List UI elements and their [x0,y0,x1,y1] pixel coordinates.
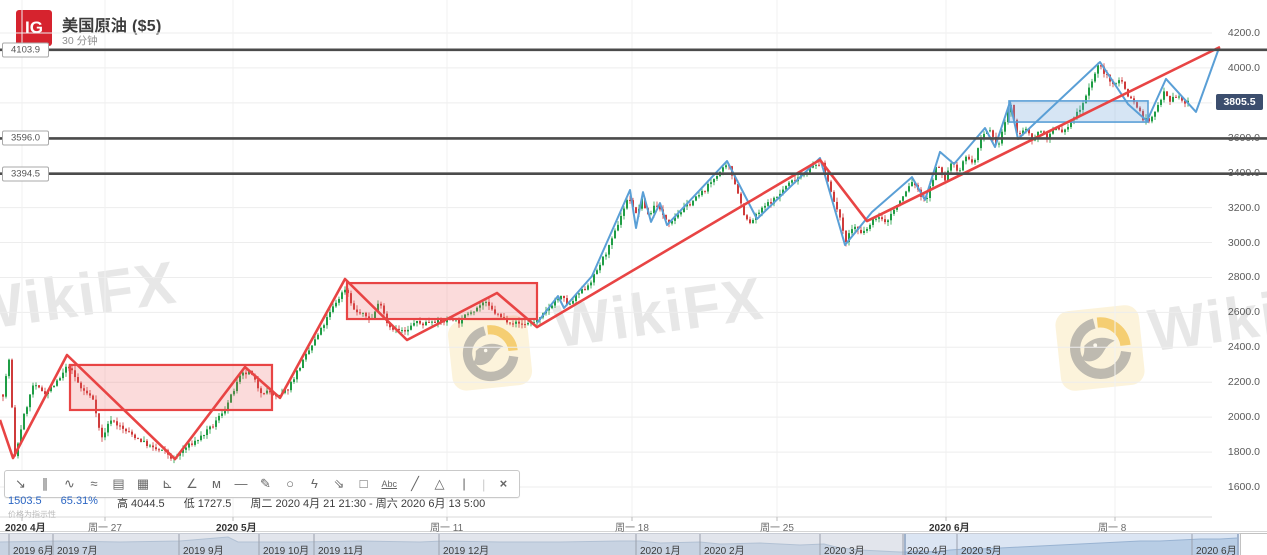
tool-fib-retracement[interactable]: ▤ [112,476,125,491]
tool-ellipse[interactable]: ○ [286,476,294,491]
tool-angle[interactable]: ∠ [186,476,198,491]
level-price-label[interactable]: 3596.0 [2,130,50,146]
x-axis-tick: 周一 11 [430,523,464,534]
level-price-label[interactable]: 3394.5 [2,166,50,182]
tool-rectangle[interactable]: □ [359,476,368,491]
close-toolbar-button[interactable]: × [499,476,508,491]
tool-horizontal-line[interactable]: — [234,476,248,491]
tool-trend-angle[interactable]: ⊾ [162,476,173,491]
x-axis-tick: 2020 6月 [929,523,970,534]
navigator-month-label: 2020 6月 [1196,545,1237,555]
x-axis-tick: 2020 4月 [5,523,46,534]
navigator-month-label: 2019 7月 [57,545,98,555]
range-percent: 65.31% [60,495,98,507]
tool-triangle[interactable]: △ [434,476,445,491]
navigator-handle[interactable] [1240,533,1267,555]
navigator-month-label: 2019 12月 [443,545,490,555]
navigator-month-label: 2020 2月 [704,545,745,555]
low-value: 低 1727.5 [183,498,232,510]
navigator-month-label: 2020 3月 [824,545,865,555]
visible-period: 周二 2020 4月 21 21:30 - 周六 2020 6月 13 5:00 [250,498,486,510]
x-axis-tick: 周一 25 [760,523,794,534]
y-axis-tick: 2200.0 [1227,376,1260,389]
x-axis-tick: 周一 27 [88,523,122,534]
tool-vertical-line[interactable]: | [462,476,466,491]
navigator-month-label: 2020 5月 [961,545,1002,555]
navigator-month-label: 2019 6月 [13,545,54,555]
timeframe-label: 30 分钟 [62,35,98,47]
status-bar: 1503.5 65.31% 高 4044.5 低 1727.5 周二 2020 … [8,495,485,511]
tool-parallel-lines[interactable]: ∥ [41,476,49,491]
y-axis-tick: 4200.0 [1227,27,1260,39]
x-axis-tick: 周一 18 [615,523,649,534]
y-axis-tick: 3600.0 [1227,131,1260,144]
x-axis-tick: 2020 5月 [216,523,257,534]
range-value: 1503.5 [8,495,42,507]
navigator-month-label: 2019 11月 [318,545,364,555]
y-axis-tick: 3000.0 [1227,236,1260,249]
y-axis-tick: 2000.0 [1227,411,1260,424]
y-axis-tick: 1800.0 [1227,446,1260,459]
timeline-navigator[interactable] [0,533,1267,555]
wikifx-eagle-logo-icon [1054,303,1146,393]
y-axis-tick: 3400.0 [1227,166,1260,179]
tool-line[interactable]: ╱ [411,476,419,491]
y-axis-tick: 2800.0 [1227,271,1260,284]
y-axis-tick: 2600.0 [1227,306,1260,319]
tool-percent[interactable]: ϟ [311,476,318,491]
tool-text[interactable]: Abc [381,479,398,489]
candlestick-chart[interactable] [0,0,1267,532]
tool-wave[interactable]: ≈ [90,476,98,491]
toolbar-divider: | [482,476,486,492]
instrument-title: 美国原油 ($5) [62,18,162,35]
navigator-month-label: 2020 1月 [640,545,681,555]
level-price-label[interactable]: 4103.9 [2,42,50,58]
tool-elliott-wave[interactable]: ᴍ [212,476,221,491]
drawing-toolbar: ↘ ∥ ∿ ≈ ▤ ▦ ⊾ ∠ ᴍ — ✎ ○ ϟ ⇘ □ Abc ╱ △ | | × [4,470,520,498]
tool-arrow[interactable]: ⇘ [333,476,345,491]
tool-pencil[interactable]: ✎ [260,476,271,491]
y-axis-tick: 3200.0 [1227,201,1260,214]
tool-zigzag[interactable]: ∿ [64,476,75,491]
y-axis-tick: 2400.0 [1227,341,1260,354]
disclaimer-text: 价格为指示性 [8,510,56,519]
high-value: 高 4044.5 [116,498,165,510]
x-axis-tick: 周一 8 [1098,523,1127,534]
y-axis-tick: 4000.0 [1227,61,1260,74]
y-axis-tick: 1600.0 [1227,481,1260,493]
tool-fib-fan[interactable]: ▦ [136,476,150,491]
current-price-badge: 3805.5 [1216,93,1263,110]
tool-trend-line[interactable]: ↘ [15,476,26,491]
navigator-month-label: 2019 9月 [183,545,224,555]
navigator-month-label: 2020 4月 [907,545,948,555]
navigator-month-label: 2019 10月 [263,545,310,555]
